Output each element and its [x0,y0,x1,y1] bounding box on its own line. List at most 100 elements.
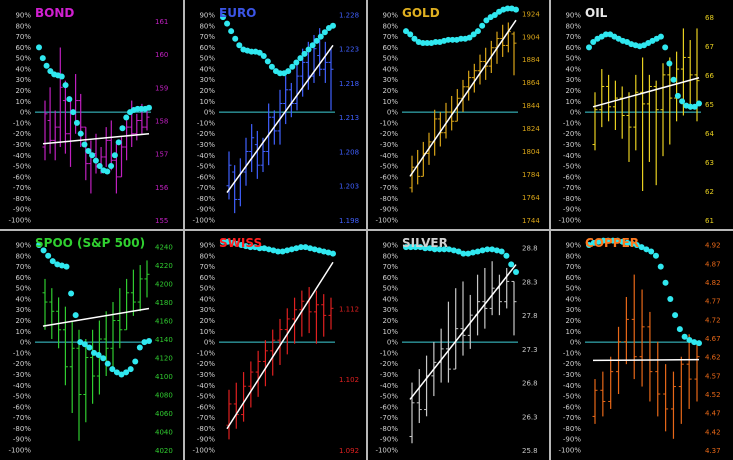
left-tick-label: 60% [15,274,31,282]
left-tick-label: -20% [380,130,398,138]
right-tick-label: 1804 [522,148,540,156]
left-tick-label: -70% [563,414,581,422]
oscillator-dot [229,239,236,246]
left-tick-label: -90% [197,206,215,214]
oscillator-dot [491,12,498,18]
left-tick-label: -30% [13,141,31,149]
oscillator-dot [465,250,472,257]
left-tick-label: 40% [382,65,398,73]
right-tick-label: 4040 [155,429,173,437]
oscillator-dot [670,76,677,83]
left-tick-label: 10% [15,328,31,336]
oscillator-dot [479,22,486,29]
oscillator-dot [252,244,259,251]
oscillator-dot [643,246,650,253]
left-tick-label: -30% [563,141,581,149]
oscillator-dot [70,109,77,116]
right-tick-label: 159 [155,84,168,92]
oscillator-dot [590,239,597,246]
left-tick-label: 60% [199,44,215,52]
left-tick-label: 90% [382,12,398,20]
oscillator-dot [320,248,327,255]
left-tick-label: -60% [380,403,398,411]
right-tick-label: 4240 [155,244,173,252]
left-tick-label: 40% [565,295,581,303]
oscillator-dot [424,40,431,47]
left-tick-label: 10% [382,98,398,106]
left-tick-label: -10% [563,349,581,357]
oscillator-dot [275,248,281,255]
oscillator-dot [474,28,481,35]
left-tick-label: 60% [199,274,215,282]
oscillator-dot [484,246,491,253]
oscillator-dot [62,82,69,89]
oscillator-dot [605,237,612,244]
panel-divider-horizontal [0,229,733,231]
left-tick-label: -90% [197,436,215,444]
oscillator-dot [619,238,626,245]
oscillator-dot [86,344,93,351]
right-tick-label: 1.218 [339,80,359,88]
oscillator-dot [513,268,519,275]
left-tick-label: 0% [570,339,581,347]
left-tick-label: 70% [382,263,398,271]
left-tick-label: 10% [565,98,581,106]
oscillator-dot [261,245,268,252]
oscillator-dot [36,44,42,51]
oscillator-dot [638,244,645,251]
left-tick-label: -70% [197,184,215,192]
right-tick-label: 1.203 [339,183,359,191]
oscillator-dot [289,63,296,70]
oscillator-dot [100,355,107,362]
left-tick-label: -100% [375,447,398,455]
oscillator-dot [503,252,510,259]
left-tick-label: -80% [563,195,581,203]
trend-line [42,307,150,327]
oscillator-dot [676,326,683,333]
left-tick-label: 10% [382,328,398,336]
left-tick-label: 60% [15,44,31,52]
right-tick-label: 4.37 [705,447,721,455]
oscillator-dot [109,366,116,373]
right-tick-label: 4.77 [705,298,721,306]
right-tick-label: 4.72 [705,316,721,324]
chart-title: EURO [219,6,256,20]
right-tick-label: 1.208 [339,148,359,156]
left-tick-label: 60% [382,44,398,52]
left-tick-label: 90% [199,12,215,20]
oscillator-dot [233,240,240,247]
oscillator-dot [270,247,277,254]
left-tick-label: -60% [13,403,31,411]
right-tick-label: 1.092 [339,447,359,455]
left-tick-label: -90% [380,206,398,214]
left-tick-label: -60% [380,173,398,181]
oscillator-dot [115,139,122,146]
oscillator-dot [302,244,309,251]
left-tick-label: 0% [20,339,31,347]
oscillator-dot [309,42,316,49]
left-tick-label: -40% [380,382,398,390]
left-tick-label: 0% [570,109,581,117]
right-tick-label: 28.8 [522,245,538,253]
oscillator-dot [412,244,419,251]
left-tick-label: 90% [565,242,581,250]
right-tick-label: 62 [705,188,714,196]
right-tick-label: 65 [705,101,714,109]
chart-title: COPPER [585,236,639,250]
left-tick-label: -80% [13,195,31,203]
oscillator-dot [39,55,46,62]
left-tick-label: -20% [197,130,215,138]
oscillator-dot [123,114,130,121]
left-tick-label: 50% [15,55,31,63]
oscillator-dot [691,103,698,110]
left-tick-label: 0% [204,339,215,347]
right-tick-label: 4120 [155,355,173,363]
oscillator-dot [66,96,73,103]
right-tick-label: 61 [705,217,714,225]
left-tick-label: -30% [197,371,215,379]
oscillator-dot [600,237,607,244]
right-tick-label: 157 [155,151,168,159]
right-tick-label: 4.92 [705,242,721,250]
oscillator-dot [586,242,592,248]
oscillator-dot [441,246,448,253]
